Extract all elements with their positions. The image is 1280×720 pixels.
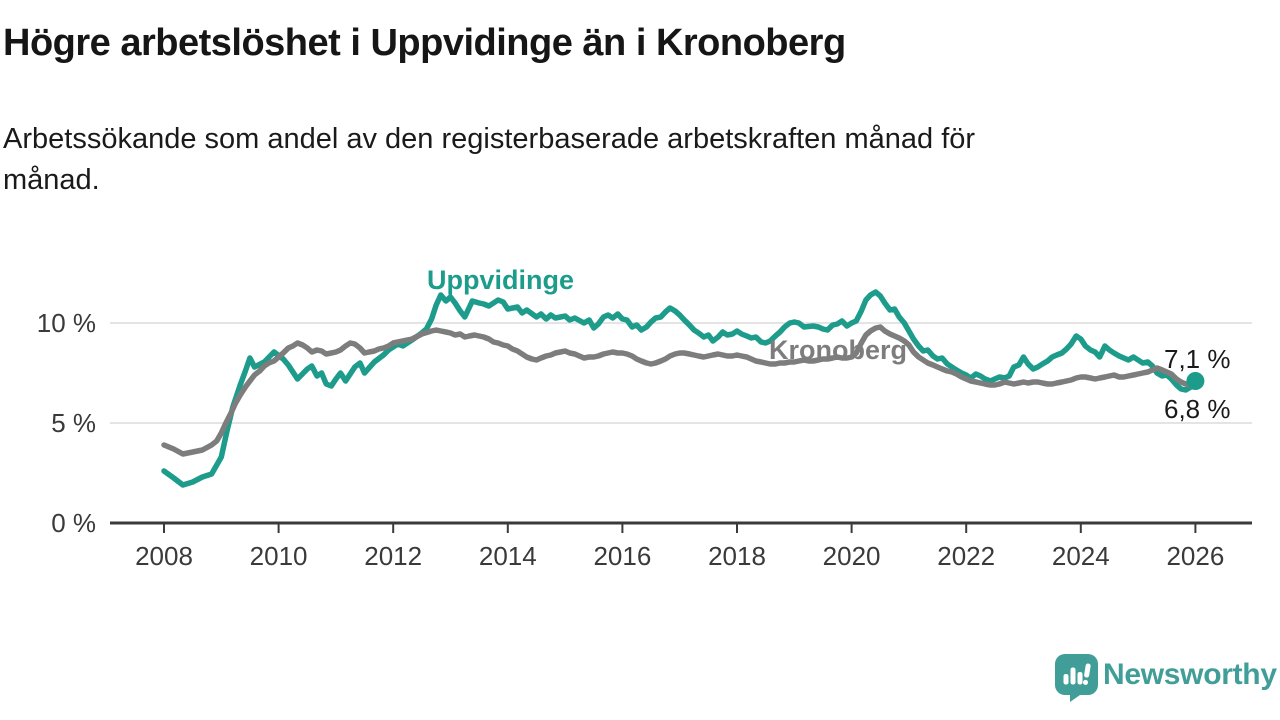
y-axis-tick-label: 10 % [36,308,96,338]
series-label-kronoberg: Kronoberg [769,335,907,365]
x-axis-tick-label: 2022 [937,541,996,571]
series-line-uppvidinge [161,289,1199,488]
x-axis-tick-label: 2008 [135,541,193,571]
x-axis-tick-label: 2014 [478,541,537,571]
x-axis-tick-label: 2024 [1051,541,1110,571]
x-axis-tick-label: 2012 [364,541,423,571]
end-value-label-kronoberg: 6,8 % [1164,394,1231,424]
page-title: Högre arbetslöshet i Uppvidinge än i Kro… [3,22,846,64]
series-label-uppvidinge: Uppvidinge [427,265,574,295]
chart-subtitle-line2: månad. [3,164,100,196]
x-axis-tick-label: 2010 [249,541,308,571]
x-axis-tick-label: 2018 [708,541,766,571]
y-axis-tick-label: 0 % [51,508,96,538]
end-value-label-uppvidinge: 7,1 % [1164,344,1231,374]
brand-name: Newsworthy [1103,658,1277,691]
end-point-dot [1186,372,1205,390]
x-axis-tick-label: 2020 [822,541,881,571]
series-line-kronoberg [161,324,1199,457]
chart-subtitle-line1: Arbetssökande som andel av den registerb… [3,123,976,155]
x-axis-tick-label: 2016 [593,541,652,571]
y-axis-tick-label: 5 % [51,408,96,438]
x-axis-tick-label: 2026 [1166,541,1225,571]
newsworthy-brand: Newsworthy [1054,653,1280,703]
newsworthy-logo-icon [1055,654,1098,702]
chart-subtitle: Arbetssökande som andel av den registerb… [3,119,1253,201]
